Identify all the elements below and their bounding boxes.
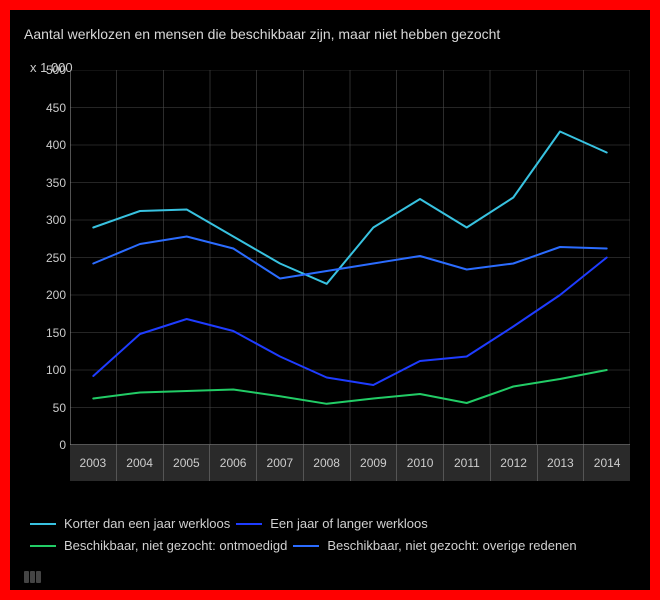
legend-label-ontmoedigd: Beschikbaar, niet gezocht: ontmoedigd (64, 536, 287, 556)
plot-area (70, 70, 630, 445)
series-lines (70, 70, 630, 445)
y-tick-200: 200 (46, 288, 66, 302)
chart-panel: Aantal werklozen en mensen die beschikba… (10, 10, 650, 590)
legend: Korter dan een jaar werkloos Een jaar of… (30, 514, 583, 558)
x-tick-2008: 2008 (304, 445, 351, 481)
y-tick-150: 150 (46, 326, 66, 340)
x-tick-2007: 2007 (257, 445, 304, 481)
y-tick-100: 100 (46, 363, 66, 377)
x-tick-2006: 2006 (210, 445, 257, 481)
legend-row-1: Korter dan een jaar werkloos Een jaar of… (30, 514, 583, 534)
x-tick-2003: 2003 (70, 445, 117, 481)
y-tick-50: 50 (53, 401, 66, 415)
legend-row-2: Beschikbaar, niet gezocht: ontmoedigd Be… (30, 536, 583, 556)
y-tick-250: 250 (46, 251, 66, 265)
x-axis: 2003200420052006200720082009201020112012… (70, 445, 630, 481)
x-tick-2011: 2011 (444, 445, 491, 481)
legend-item-korter: Korter dan een jaar werkloos (30, 514, 230, 534)
x-tick-2012: 2012 (491, 445, 538, 481)
y-tick-0: 0 (59, 438, 66, 452)
legend-label-korter: Korter dan een jaar werkloos (64, 514, 230, 534)
y-tick-500: 500 (46, 63, 66, 77)
legend-label-overig: Beschikbaar, niet gezocht: overige reden… (327, 536, 576, 556)
y-tick-300: 300 (46, 213, 66, 227)
x-tick-2009: 2009 (351, 445, 398, 481)
legend-item-overig: Beschikbaar, niet gezocht: overige reden… (293, 536, 576, 556)
swatch-ontmoedigd (30, 545, 56, 547)
swatch-korter (30, 523, 56, 525)
legend-item-langer: Een jaar of langer werkloos (236, 514, 428, 534)
x-tick-2005: 2005 (164, 445, 211, 481)
swatch-overig (293, 545, 319, 547)
legend-item-ontmoedigd: Beschikbaar, niet gezocht: ontmoedigd (30, 536, 287, 556)
swatch-langer (236, 523, 262, 525)
x-tick-2010: 2010 (397, 445, 444, 481)
x-tick-2004: 2004 (117, 445, 164, 481)
y-tick-450: 450 (46, 101, 66, 115)
y-tick-350: 350 (46, 176, 66, 190)
chart-title: Aantal werklozen en mensen die beschikba… (24, 26, 500, 42)
x-tick-2013: 2013 (538, 445, 585, 481)
y-tick-400: 400 (46, 138, 66, 152)
legend-label-langer: Een jaar of langer werkloos (270, 514, 428, 534)
frame: Aantal werklozen en mensen die beschikba… (0, 0, 660, 600)
cbs-logo (24, 570, 44, 584)
x-tick-2014: 2014 (584, 445, 630, 481)
